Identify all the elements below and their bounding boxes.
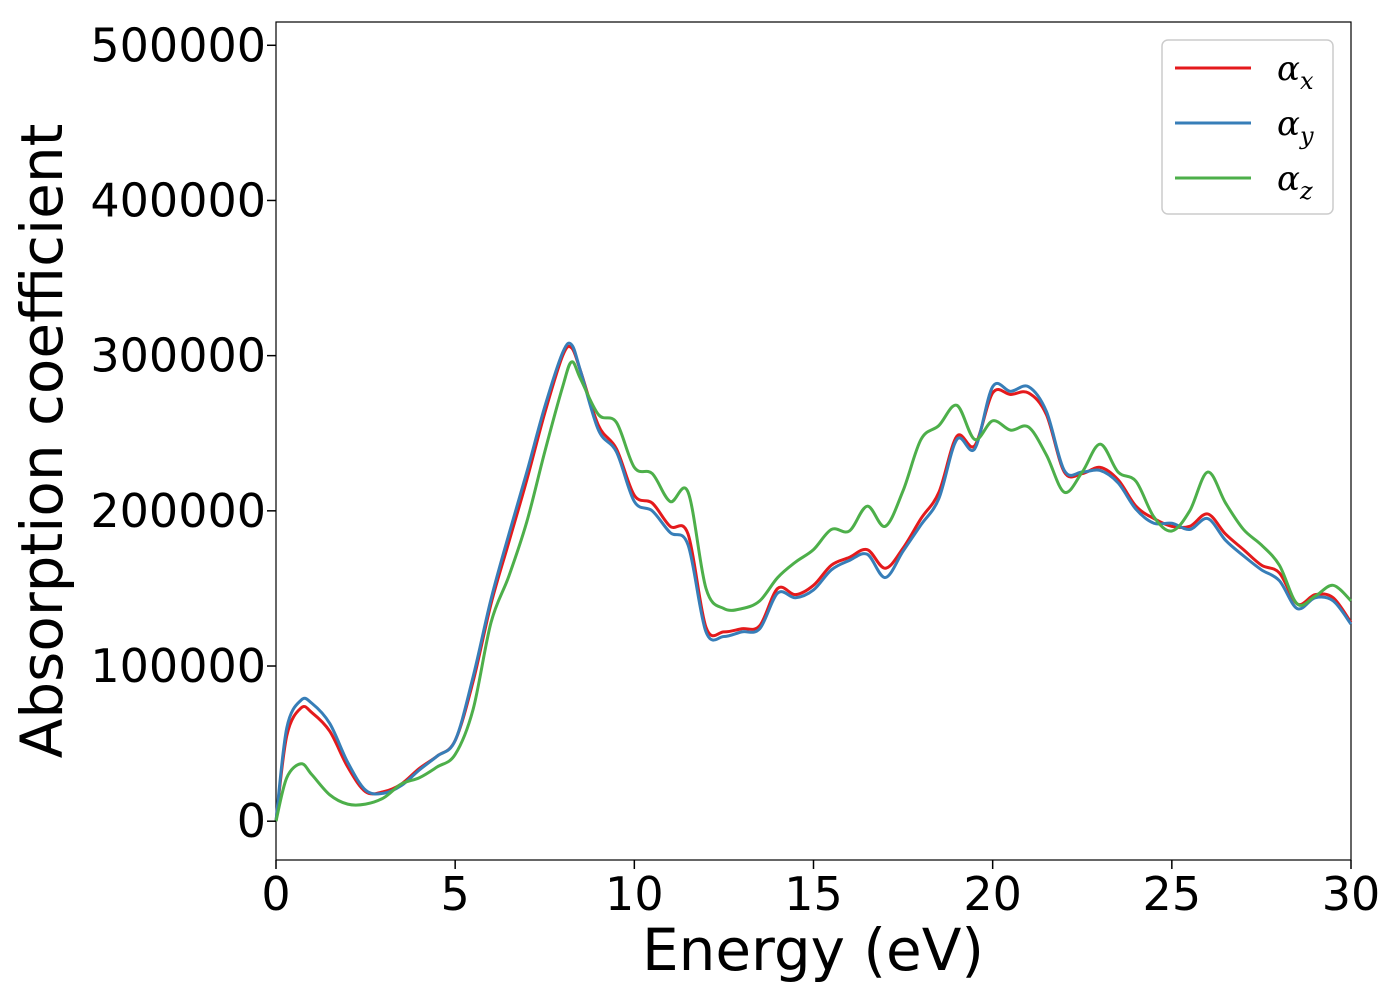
series-line-z	[274, 360, 1353, 822]
x-tick-label: 20	[963, 867, 1022, 921]
y-tick-label: 100000	[90, 639, 266, 693]
x-axis-label: Energy (eV)	[642, 916, 984, 984]
legend: αx αy αz	[1161, 39, 1334, 215]
series-layer	[274, 341, 1353, 822]
y-tick-label: 0	[237, 794, 266, 848]
y-axis-label: Absorption coefficient	[8, 124, 76, 759]
x-tick-label: 10	[605, 867, 664, 921]
y-axis-ticks: 0 100000 200000 300000 400000 500000	[90, 18, 276, 848]
x-tick-label: 30	[1322, 867, 1381, 921]
y-tick-label: 500000	[90, 18, 266, 72]
x-tick-label: 25	[1143, 867, 1202, 921]
y-tick-label: 300000	[90, 329, 266, 383]
legend-label-z: αz	[1277, 159, 1313, 205]
legend-label-y: αy	[1277, 104, 1314, 150]
y-tick-label: 200000	[90, 484, 266, 538]
legend-box	[1161, 39, 1334, 215]
legend-label-x: αx	[1277, 49, 1314, 95]
x-axis-ticks: 0 5 10 15 20 25 30	[261, 860, 1380, 921]
x-tick-label: 15	[784, 867, 843, 921]
x-tick-label: 5	[441, 867, 470, 921]
y-tick-label: 400000	[90, 173, 266, 227]
series-line-y	[274, 341, 1353, 822]
x-tick-label: 0	[261, 867, 290, 921]
